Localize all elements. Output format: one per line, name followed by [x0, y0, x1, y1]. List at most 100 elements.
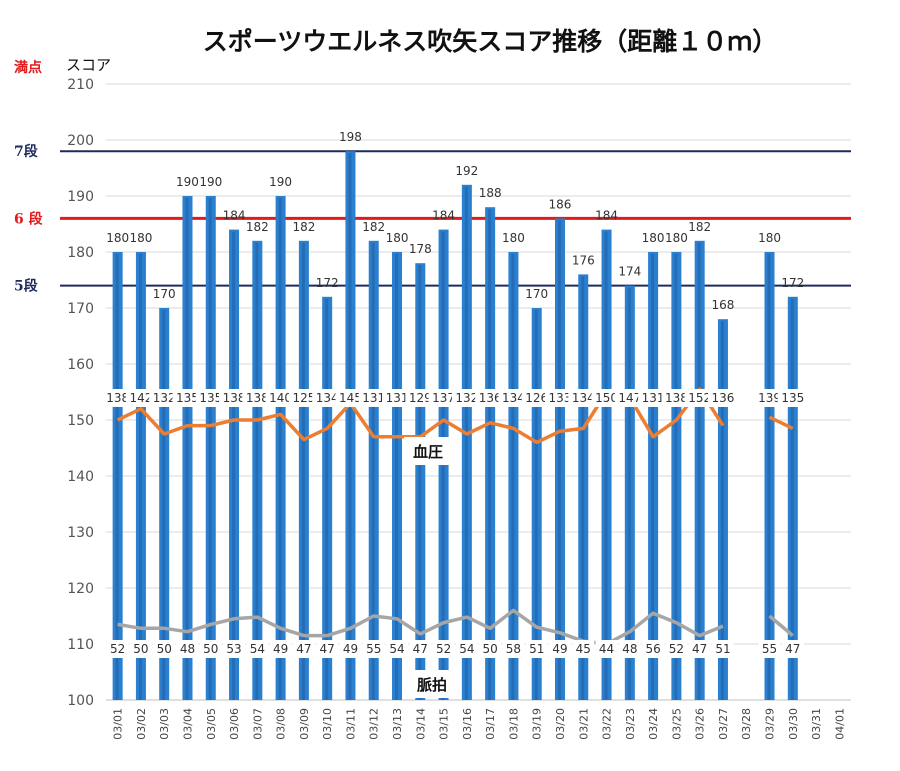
bp-value-label: 135: [176, 391, 199, 405]
x-tick-label: 03/26: [694, 708, 707, 740]
x-tick-label: 03/12: [368, 708, 381, 740]
bp-annotation: 血圧: [413, 443, 443, 461]
bp-value-label-bg: [335, 389, 366, 407]
x-tick-label: 03/28: [740, 708, 753, 740]
score-bar-shade: [604, 231, 608, 700]
score-value-label: 168: [712, 298, 735, 312]
pulse-value-label-bg: [781, 640, 804, 658]
score-bar-shade: [697, 242, 701, 701]
bp-value-label: 139: [758, 391, 781, 405]
x-tick-label: 03/01: [112, 708, 125, 740]
pulse-value-label-bg: [176, 640, 199, 658]
pulse-value-label: 47: [413, 642, 428, 656]
x-tick-label: 03/27: [717, 708, 730, 740]
score-bar-shade: [464, 186, 468, 701]
bp-value-label: 125: [292, 391, 315, 405]
x-tick-label: 03/23: [624, 708, 637, 740]
bp-value-label: 147: [618, 391, 641, 405]
pulse-value-label-bg: [665, 640, 688, 658]
pulse-value-label: 52: [436, 642, 451, 656]
pulse-value-label: 51: [529, 642, 544, 656]
bp-value-label: 138: [246, 391, 269, 405]
pulse-value-label: 54: [250, 642, 265, 656]
pulse-value-label: 54: [389, 642, 404, 656]
pulse-value-label: 55: [366, 642, 381, 656]
score-bar-shade: [441, 231, 445, 700]
score-bar-shade: [557, 220, 561, 700]
reference-line-label: 6 段: [14, 210, 43, 227]
y-tick-label: 130: [67, 525, 94, 541]
pulse-value-label: 49: [273, 642, 288, 656]
pulse-value-label-bg: [618, 640, 641, 658]
pulse-line: [117, 608, 724, 646]
y-tick-label: 120: [67, 581, 94, 597]
score-value-label: 180: [106, 231, 129, 245]
score-value-label: 170: [153, 287, 176, 301]
score-value-label: 182: [362, 220, 385, 234]
bp-value-label: 134: [502, 391, 525, 405]
y-tick-label: 140: [67, 469, 94, 485]
bp-value-label-bg: [707, 389, 738, 407]
pulse-value-label: 45: [576, 642, 591, 656]
pulse-value-label: 47: [320, 642, 335, 656]
score-value-label: 188: [479, 186, 502, 200]
bp-line: [768, 415, 794, 430]
x-tick-label: 03/08: [275, 708, 288, 740]
pulse-value-label: 49: [552, 642, 567, 656]
pulse-value-label: 50: [203, 642, 218, 656]
x-tick-label: 03/19: [531, 708, 544, 740]
score-bar-shade: [511, 254, 515, 700]
x-tick-label: 03/05: [205, 708, 218, 740]
y-tick-label: 100: [67, 693, 94, 709]
score-bar-shade: [301, 242, 305, 701]
pulse-value-label-bg: [153, 640, 176, 658]
score-value-label: 178: [409, 242, 432, 256]
score-value-label: 180: [386, 231, 409, 245]
bp-value-label: 131: [386, 391, 409, 405]
score-value-label: 180: [129, 231, 152, 245]
score-value-label: 180: [642, 231, 665, 245]
bp-value-label-bg: [591, 389, 622, 407]
bp-value-label: 131: [362, 391, 385, 405]
pulse-value-label: 53: [226, 642, 241, 656]
score-bar-shade: [488, 209, 492, 700]
y-tick-label: 170: [67, 301, 94, 317]
pulse-value-label-bg: [642, 640, 665, 658]
bp-value-label: 145: [339, 391, 362, 405]
score-bar-shade: [790, 298, 794, 700]
pulse-value-label-bg: [316, 640, 339, 658]
pulse-annotation-bg: [408, 670, 458, 698]
pulse-value-label: 56: [645, 642, 660, 656]
x-tick-label: 03/11: [344, 708, 357, 740]
pulse-value-label-bg: [572, 640, 595, 658]
pulse-value-label: 49: [343, 642, 358, 656]
x-axis-ticks: 03/01 03/02 03/03 03/04 03/05 03/06 03/07 03/08…: [112, 708, 847, 740]
pulse-value-label: 48: [180, 642, 195, 656]
pulse-value-label-bg: [339, 640, 362, 658]
pulse-value-label-bg: [688, 640, 711, 658]
x-tick-label: 03/09: [298, 708, 311, 740]
bp-value-label: 142: [129, 391, 152, 405]
bp-value-label: 135: [199, 391, 222, 405]
x-tick-label: 03/06: [228, 708, 241, 740]
pulse-value-label: 55: [762, 642, 777, 656]
score-bar-shade: [115, 254, 119, 700]
score-bar-shade: [162, 310, 166, 700]
score-value-label: 184: [595, 209, 618, 223]
x-tick-label: 03/04: [181, 708, 194, 740]
score-value-label: 190: [176, 175, 199, 189]
bp-value-label-bg: [521, 389, 552, 407]
x-tick-label: 03/13: [391, 708, 404, 740]
bp-value-label-bg: [777, 389, 808, 407]
pulse-value-label: 47: [692, 642, 707, 656]
score-value-label: 190: [269, 175, 292, 189]
bp-value-label-bg: [102, 389, 133, 407]
pulse-value-label: 50: [483, 642, 498, 656]
x-tick-label: 03/17: [484, 708, 497, 740]
reference-line-label: 7段: [14, 143, 38, 160]
score-value-label: 192: [455, 164, 478, 178]
bp-value-label: 138: [223, 391, 246, 405]
bp-value-label-bg: [219, 389, 250, 407]
